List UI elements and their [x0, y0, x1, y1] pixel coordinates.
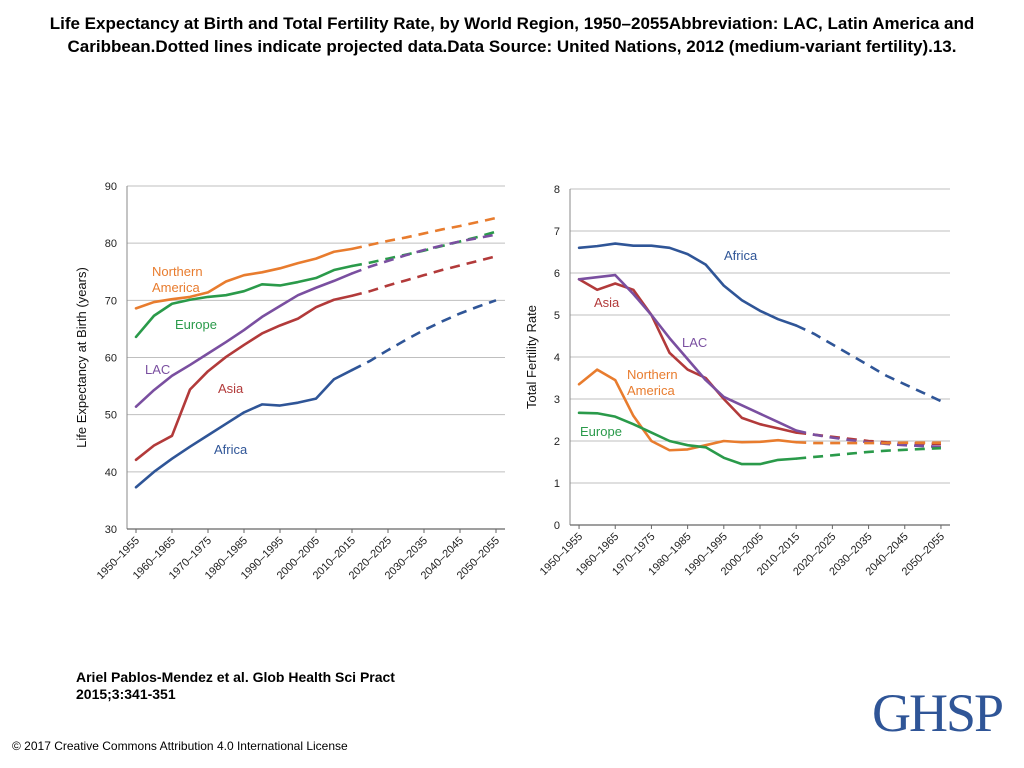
series-label-europe: Europe	[175, 317, 217, 332]
series-label-lac: LAC	[682, 335, 707, 350]
y-tick-label: 0	[554, 520, 560, 532]
series-label-asia: Asia	[218, 381, 244, 396]
y-tick-label: 7	[554, 226, 560, 238]
y-tick-label: 40	[105, 467, 117, 479]
life-expectancy-chart: 304050607080901950–19551960–19651970–197…	[74, 181, 505, 582]
y-axis-label: Total Fertility Rate	[524, 305, 539, 409]
series-projection-africa	[795, 324, 942, 403]
series-label-northern-america: Northern America	[152, 264, 203, 295]
y-tick-label: 80	[105, 238, 117, 250]
y-tick-label: 30	[105, 524, 117, 536]
series-line-africa	[577, 242, 798, 327]
y-tick-label: 2	[554, 436, 560, 448]
series-label-northern-america: Northern America	[627, 367, 678, 398]
journal-logo: GHSP	[872, 683, 1004, 743]
license-text: © 2017 Creative Commons Attribution 4.0 …	[12, 739, 348, 753]
y-tick-label: 70	[105, 295, 117, 307]
citation-journal: 2015;3:341-351	[76, 686, 176, 702]
slide-title: Life Expectancy at Birth and Total Ferti…	[49, 14, 975, 56]
y-tick-label: 50	[105, 410, 117, 422]
series-label-europe: Europe	[580, 424, 622, 439]
series-line-northern-america	[134, 247, 354, 310]
series-projection-africa	[351, 299, 497, 372]
y-tick-label: 90	[105, 181, 117, 193]
citation: Ariel Pablos-Mendez et al. Glob Health S…	[76, 669, 395, 703]
series-line-lac	[577, 273, 798, 432]
series-projection-europe	[796, 446, 942, 460]
series-label-asia: Asia	[594, 295, 620, 310]
series-line-lac	[134, 272, 354, 408]
y-tick-label: 5	[554, 310, 560, 322]
y-tick-label: 3	[554, 394, 560, 406]
series-line-asia	[577, 277, 798, 434]
citation-authors: Ariel Pablos-Mendez et al. Glob Health S…	[76, 669, 395, 685]
series-projection-northern-america	[351, 216, 497, 251]
series-line-africa	[134, 368, 354, 489]
series-line-northern-america	[577, 368, 798, 452]
series-label-lac: LAC	[145, 362, 170, 377]
series-label-africa: Africa	[724, 248, 758, 263]
series-line-europe	[134, 264, 354, 339]
y-tick-label: 4	[554, 352, 560, 364]
series-line-europe	[577, 411, 798, 466]
y-tick-label: 60	[105, 353, 117, 365]
y-axis-label: Life Expectancy at Birth (years)	[74, 267, 89, 448]
fertility-rate-chart: 0123456781950–19551960–19651970–19751980…	[524, 184, 950, 578]
series-label-africa: Africa	[214, 442, 248, 457]
series-line-asia	[134, 294, 354, 462]
y-tick-label: 8	[554, 184, 560, 196]
y-tick-label: 1	[554, 478, 560, 490]
series-projection-northern-america	[796, 440, 941, 445]
series-projection-asia	[351, 255, 497, 298]
y-tick-label: 6	[554, 268, 560, 280]
series-projection-lac	[351, 233, 497, 275]
